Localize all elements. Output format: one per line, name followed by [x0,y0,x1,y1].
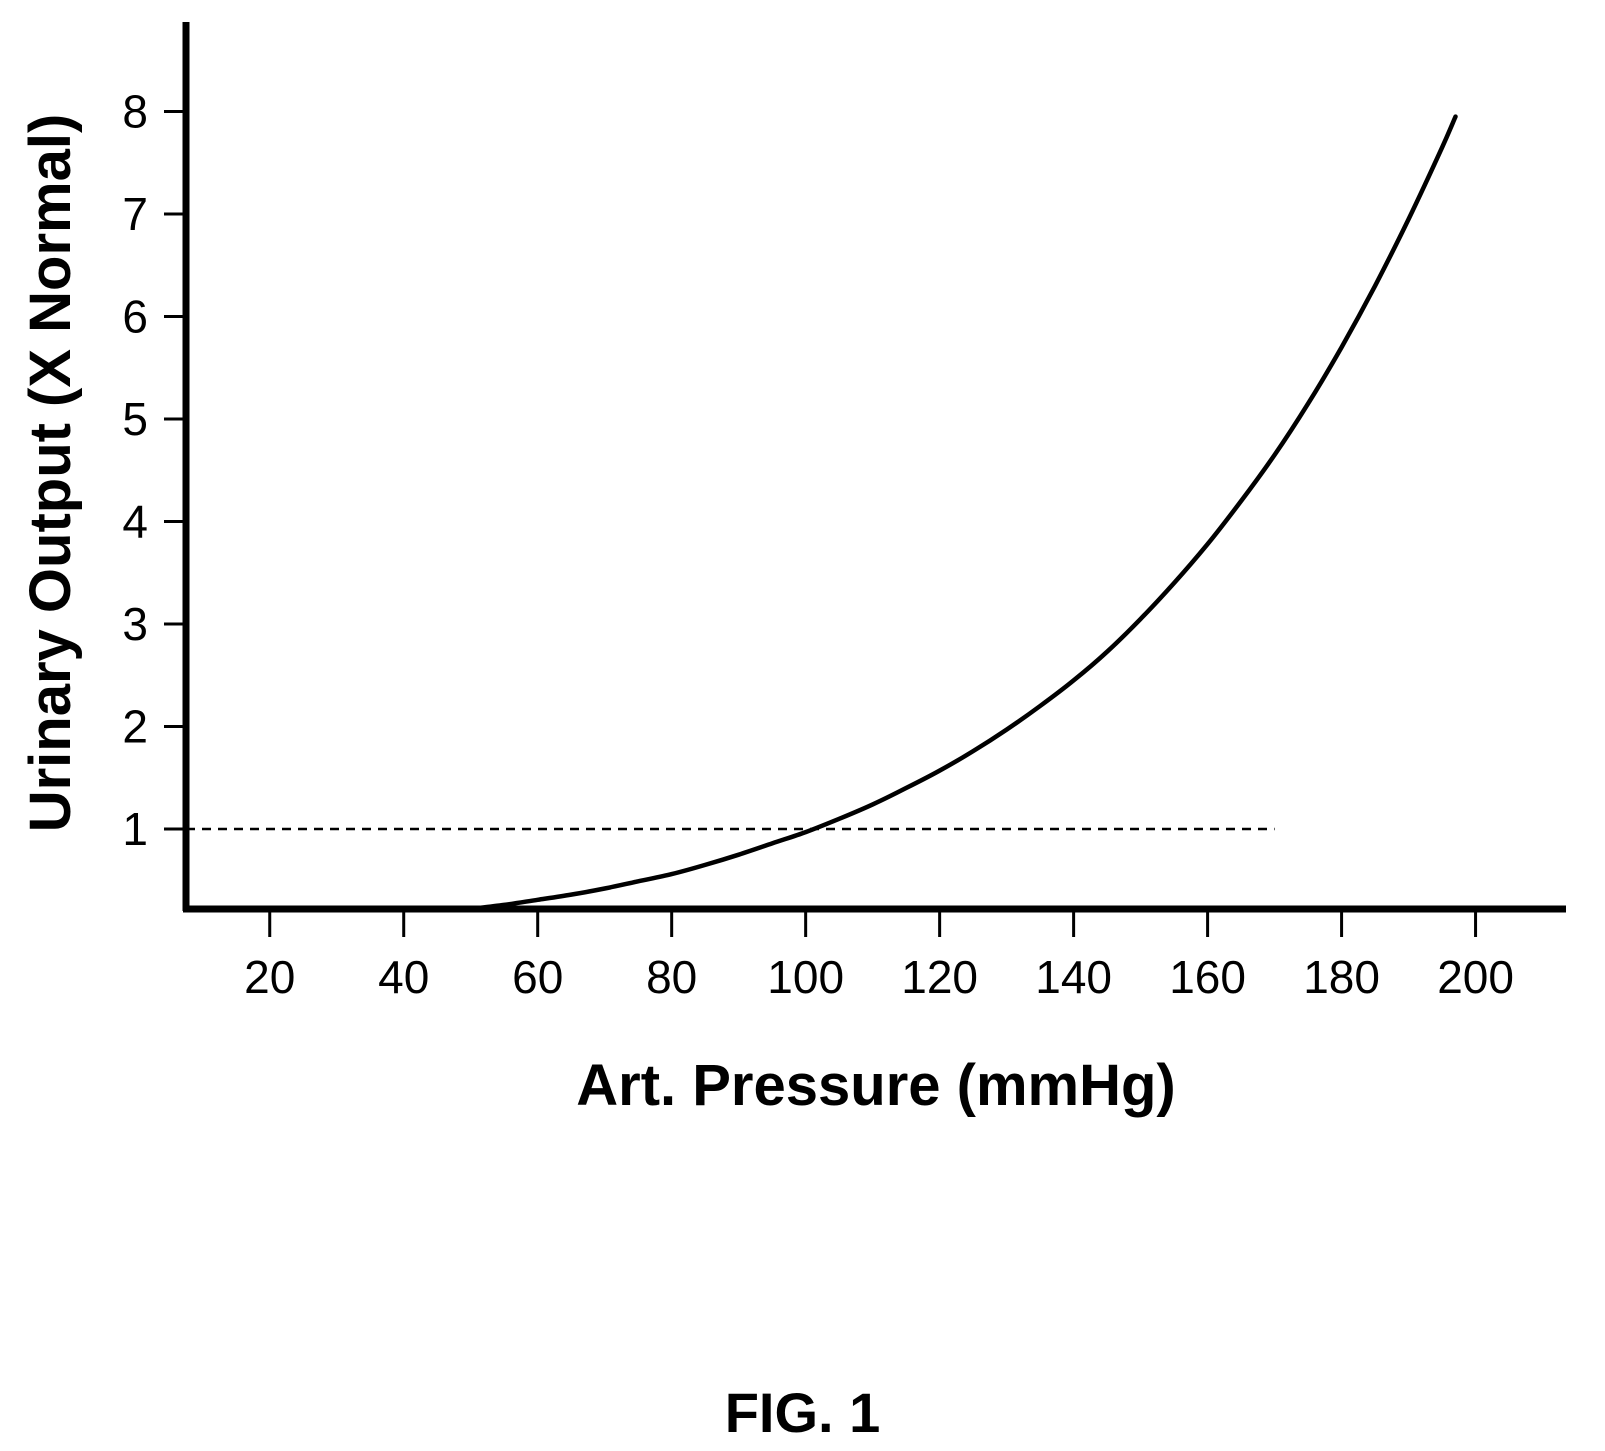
y-tick-label: 4 [122,496,148,548]
x-tick-label: 120 [901,951,978,1003]
y-axis-ticks: 1 2 3 4 5 6 7 8 [122,86,186,855]
x-tick-label: 160 [1169,951,1246,1003]
x-tick-label: 60 [512,951,563,1003]
y-tick-label: 6 [122,291,148,343]
x-tick-label: 20 [244,951,295,1003]
figure-caption: FIG. 1 [724,1381,881,1444]
y-tick-label: 1 [122,803,148,855]
x-axis-ticks: 20 40 60 80 100 120 140 160 180 200 [244,909,1514,1003]
y-tick-label: 5 [122,393,148,445]
x-tick-label: 200 [1437,951,1514,1003]
x-tick-label: 100 [767,951,844,1003]
y-axis-title: Urinary Output (X Normal) [18,114,83,833]
x-tick-label: 80 [646,951,697,1003]
y-tick-label: 7 [122,188,148,240]
x-tick-label: 40 [378,951,429,1003]
y-tick-label: 2 [122,701,148,753]
y-tick-label: 3 [122,598,148,650]
x-tick-label: 140 [1035,951,1112,1003]
y-tick-label: 8 [122,86,148,138]
pressure-natriuresis-curve [468,114,1458,912]
x-axis-title: Art. Pressure (mmHg) [576,1053,1175,1118]
x-tick-label: 180 [1303,951,1380,1003]
